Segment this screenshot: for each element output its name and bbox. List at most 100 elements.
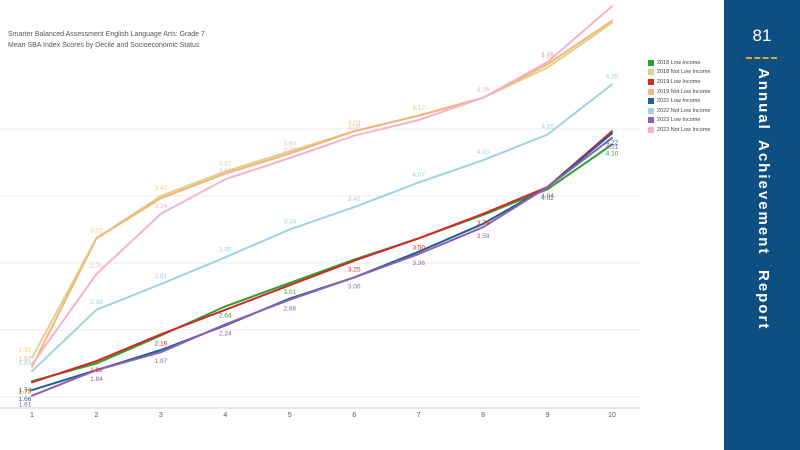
legend-label: 2023 Low Income [657, 117, 701, 124]
data-label-s5-x8: 4.10 [477, 149, 490, 156]
data-label-s7-x4: 3.51 [219, 168, 232, 175]
report-title-word-annual: Annual [755, 68, 772, 131]
data-label-s2-x7: 3.50 [412, 244, 425, 251]
series-line-1 [31, 21, 613, 359]
legend-label: 2018 Not Low Income [657, 69, 711, 76]
legend-item-5: 2022 Not Low Income [648, 106, 724, 116]
data-label-s1-x1: 1.95 [19, 347, 32, 354]
data-label-s7-x2: 2.70 [90, 263, 103, 270]
data-label-s7-x3: 3.24 [155, 203, 168, 210]
data-label-s6-x6: 3.00 [348, 283, 361, 290]
data-label-s6-x4: 2.24 [219, 330, 232, 337]
report-title-word-report: Report [755, 270, 772, 331]
x-tick-label-1: 1 [30, 412, 34, 419]
x-tick-label-3: 3 [159, 412, 163, 419]
data-label-s5-x6: 3.40 [348, 196, 361, 203]
data-label-s1-x3: 3.40 [155, 185, 168, 192]
legend-swatch [648, 126, 654, 133]
data-label-s7-x10: 4.45 [606, 0, 619, 2]
data-label-s5-x5: 3.34 [283, 218, 296, 225]
legend-item-2: 2019 Low Income [648, 77, 724, 87]
data-label-s6-x10: 4.21 [606, 144, 619, 151]
data-label-s0-x9: 4.02 [541, 195, 554, 202]
data-label-s6-x1: 1.61 [19, 402, 32, 409]
report-title-word-achievement: Achievement [755, 140, 772, 256]
legend-item-7: 2023 Not Low Income [648, 125, 724, 135]
chart-legend: 2018 Low Income 2018 Not Low Income 2019 L… [648, 58, 724, 135]
series-line-5 [31, 83, 613, 373]
series-lines [31, 5, 613, 397]
x-tick-label-6: 6 [352, 412, 356, 419]
legend-swatch [648, 107, 654, 114]
data-label-s6-x8: 3.59 [477, 233, 490, 240]
chart-title: Smarter Balanced Assessment English Lang… [8, 31, 205, 38]
legend-swatch [648, 78, 654, 85]
legend-swatch [648, 69, 654, 76]
legend-label: 2022 Low Income [657, 98, 701, 105]
report-sidebar: 81 Annual Achievement Report [724, 0, 800, 450]
x-tick-label-8: 8 [481, 412, 485, 419]
series-line-7 [31, 5, 613, 366]
data-label-s3-x9: 4.28 [541, 53, 554, 60]
legend-swatch [648, 117, 654, 124]
data-label-s0-x10: 4.10 [606, 151, 619, 158]
legend-item-1: 2018 Not Low Income [648, 68, 724, 78]
data-label-s2-x3: 2.16 [155, 340, 168, 347]
x-tick-label-4: 4 [223, 412, 227, 419]
data-label-s6-x3: 1.97 [155, 358, 168, 365]
data-label-s1-x4: 3.62 [219, 160, 232, 167]
data-label-s0-x5: 3.01 [283, 289, 296, 296]
data-label-s1-x6: 4.03 [348, 120, 361, 127]
x-tick-label-10: 10 [608, 412, 616, 419]
data-label-s4-x10: 4.22 [606, 139, 619, 146]
legend-swatch [648, 59, 654, 66]
legend-label: 2023 Not Low Income [657, 126, 711, 133]
data-label-s6-x5: 2.86 [283, 306, 296, 313]
x-tick-label-5: 5 [288, 412, 292, 419]
series-line-0 [31, 143, 613, 383]
data-label-s6-x9: 4.04 [541, 193, 554, 200]
data-label-s0-x4: 2.64 [219, 312, 232, 319]
series-line-2 [31, 130, 613, 384]
data-label-s5-x4: 2.85 [219, 246, 232, 253]
legend-item-4: 2022 Low Income [648, 96, 724, 106]
data-label-s5-x7: 4.07 [412, 172, 425, 179]
legend-label: 2022 Not Low Income [657, 107, 711, 114]
data-label-s5-x10: 4.35 [606, 73, 619, 80]
data-label-s3-x1: 1.87 [19, 356, 32, 363]
data-label-s5-x1: 1.83 [19, 360, 32, 367]
sidebar-divider [746, 57, 777, 59]
x-tick-label-9: 9 [546, 412, 550, 419]
data-label-s7-x8: 4.16 [477, 87, 490, 94]
legend-label: 2018 Low Income [657, 59, 701, 66]
series-line-3 [31, 19, 613, 368]
data-label-s0-x1: 1.74 [19, 387, 32, 394]
x-tick-label-7: 7 [417, 412, 421, 419]
data-label-s2-x2: 1.92 [90, 367, 103, 374]
data-label-s7-x9: 4.26 [541, 51, 554, 58]
data-label-s5-x3: 2.61 [155, 273, 168, 280]
page-number: 81 [752, 26, 772, 45]
data-label-s4-x1: 1.66 [19, 396, 32, 403]
legend-swatch [648, 98, 654, 105]
data-label-s1-x2: 3.02 [90, 227, 103, 234]
x-axis: 1 2 3 4 5 6 7 8 9 10 [0, 407, 640, 419]
data-label-s2-x8: 3.79 [477, 220, 490, 227]
x-tick-label-2: 2 [94, 412, 98, 419]
data-label-s6-x2: 1.84 [90, 376, 103, 383]
legend-item-3: 2019 Not Low Income [648, 87, 724, 97]
data-label-s2-x6: 3.25 [348, 267, 361, 274]
data-label-s5-x2: 2.38 [90, 299, 103, 306]
data-label-s2-x1: 1.73 [19, 388, 32, 395]
data-label-s1-x5: 3.80 [283, 140, 296, 147]
data-label-s5-x9: 4.10 [541, 124, 554, 131]
data-label-s7-x5: 3.79 [283, 147, 296, 154]
data-label-s1-x7: 4.12 [412, 105, 425, 112]
chart-subtitle: Mean SBA Index Scores by Decile and Soci… [8, 42, 200, 49]
line-chart: 1 2 3 4 5 6 7 8 9 10 1.74 2.64 3.01 4.02 4.10 1.95 3.02… [0, 0, 640, 419]
legend-item-0: 2018 Low Income [648, 58, 724, 68]
data-label-s6-x7: 3.36 [412, 260, 425, 267]
data-label-s7-x6: 4.00 [348, 125, 361, 132]
series-line-6 [31, 136, 613, 397]
legend-label: 2019 Low Income [657, 78, 701, 85]
